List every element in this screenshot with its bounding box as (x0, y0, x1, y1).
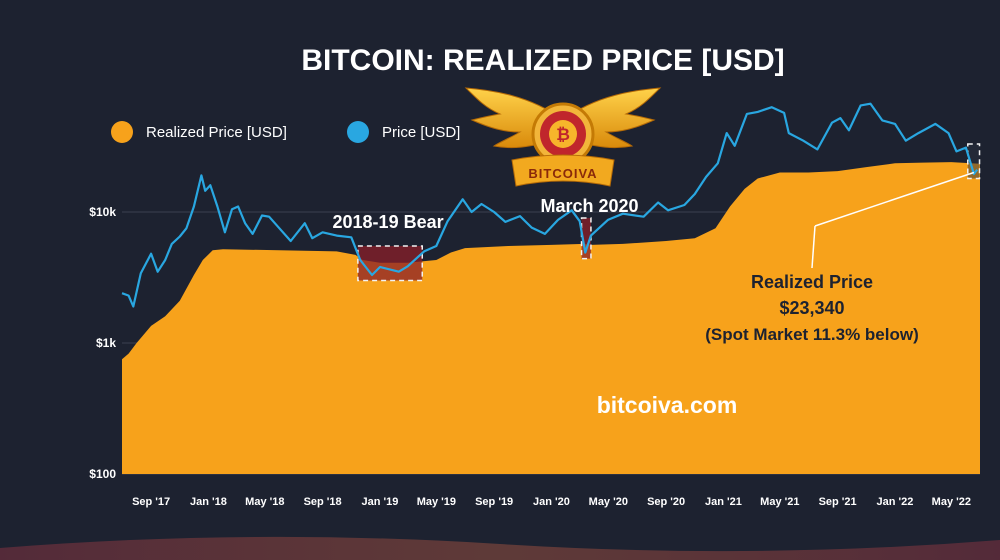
legend: Realized Price [USD] Price [USD] (111, 121, 460, 143)
bottom-wave-decoration (0, 536, 1000, 560)
callout-leader-line (811, 225, 816, 269)
legend-price-label: Price [USD] (382, 124, 460, 141)
y-tick-label: $1k (96, 336, 116, 350)
x-tick-label: Jan '18 (190, 496, 227, 508)
x-tick-label: Sep '20 (647, 496, 685, 508)
highlight-box-current (967, 143, 981, 180)
x-tick-label: Sep '19 (475, 496, 513, 508)
callout-note: (Spot Market 11.3% below) (705, 325, 919, 344)
chart-title: BITCOIN: REALIZED PRICE [USD] (301, 44, 784, 77)
x-tick-label: Jan '20 (533, 496, 570, 508)
svg-text:₿: ₿ (556, 125, 570, 144)
annotation-label: March 2020 (541, 196, 639, 216)
x-tick-label: Jan '21 (705, 496, 742, 508)
y-tick-label: $100 (89, 467, 116, 481)
callout-leader-line (814, 171, 975, 227)
x-tick-label: Jan '19 (362, 496, 399, 508)
logo-text: BITCOIVA (528, 166, 597, 181)
x-tick-label: Jan '22 (877, 496, 914, 508)
plot-area: $100 $1k $10k 2018-19 Bear March 2020 Realize… (89, 102, 981, 508)
x-tick-label: May '22 (932, 496, 971, 508)
x-tick-label: May '21 (760, 496, 799, 508)
realized-price-area (122, 162, 980, 474)
watermark: bitcoiva.com (597, 392, 738, 418)
x-tick-label: May '20 (589, 496, 628, 508)
price-line (121, 102, 979, 308)
legend-realized-label: Realized Price [USD] (146, 124, 287, 141)
callout-title: Realized Price (751, 272, 873, 292)
bitcoin-wings-logo-icon: ₿ BITCOIVA (464, 87, 662, 187)
legend-price-marker (347, 121, 369, 143)
x-tick-label: May '18 (245, 496, 284, 508)
x-tick-label: Sep '17 (132, 496, 170, 508)
legend-realized-marker (111, 121, 133, 143)
x-tick-label: Sep '18 (304, 496, 342, 508)
y-tick-label: $10k (89, 205, 116, 219)
annotation-label: 2018-19 Bear (333, 212, 444, 232)
x-tick-label: May '19 (417, 496, 456, 508)
callout-value: $23,340 (779, 298, 844, 318)
x-tick-label: Sep '21 (819, 496, 857, 508)
